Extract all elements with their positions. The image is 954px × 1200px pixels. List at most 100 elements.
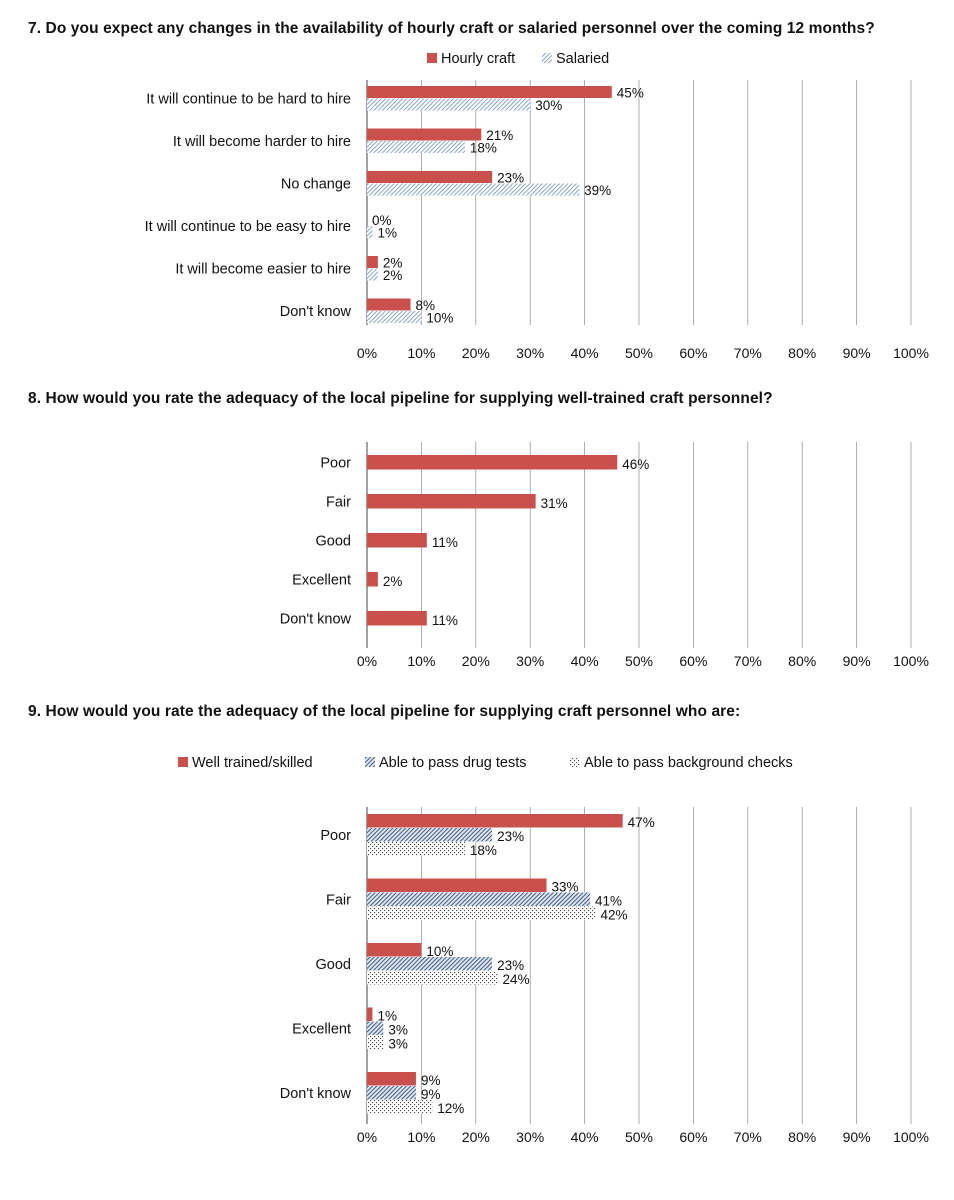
x-tick-label: 60% <box>679 1129 707 1145</box>
category-label: It will continue to be hard to hire <box>146 92 351 108</box>
data-label: 21% <box>486 128 513 143</box>
data-label: 30% <box>535 98 562 113</box>
data-label: 18% <box>470 141 497 156</box>
chart-title: 8. How would you rate the adequacy of th… <box>28 390 773 407</box>
bar <box>367 906 596 920</box>
legend-swatch <box>365 757 375 767</box>
x-tick-label: 30% <box>516 1129 544 1145</box>
legend-label: Hourly craft <box>441 51 515 67</box>
x-tick-label: 60% <box>679 345 707 361</box>
x-tick-label: 20% <box>462 653 490 669</box>
category-label: It will become easier to hire <box>175 262 351 278</box>
x-tick-label: 40% <box>571 1129 599 1145</box>
bar <box>367 455 618 470</box>
category-label: Poor <box>320 456 351 472</box>
data-label: 10% <box>426 311 453 326</box>
x-tick-label: 90% <box>843 345 871 361</box>
legend-swatch <box>427 53 437 63</box>
x-tick-label: 30% <box>516 345 544 361</box>
legend-label: Well trained/skilled <box>192 755 313 771</box>
x-tick-label: 60% <box>679 653 707 669</box>
legend-label: Salaried <box>556 51 609 67</box>
chart-title: 7. Do you expect any changes in the avai… <box>28 20 875 37</box>
x-tick-label: 40% <box>571 653 599 669</box>
data-label: 23% <box>497 829 524 844</box>
category-label: Excellent <box>292 573 351 589</box>
x-tick-label: 100% <box>893 345 929 361</box>
data-label: 23% <box>497 958 524 973</box>
chart-title: 9. How would you rate the adequacy of th… <box>28 703 741 720</box>
legend-swatch <box>542 53 552 63</box>
legend-label: Able to pass background checks <box>584 755 793 771</box>
bar-chart-q7: 0% 10% 20% 30% 40% 50% 60% 70% 80% 90% 100% It will… <box>145 51 929 361</box>
bar <box>367 183 580 196</box>
x-tick-label: 50% <box>625 653 653 669</box>
data-label: 0% <box>372 213 392 228</box>
x-tick-label: 70% <box>734 653 762 669</box>
x-tick-label: 10% <box>407 1129 435 1145</box>
data-label: 42% <box>600 908 627 923</box>
data-label: 31% <box>541 496 568 511</box>
data-label: 11% <box>432 613 458 628</box>
x-tick-label: 20% <box>462 1129 490 1145</box>
legend-swatch <box>570 757 580 767</box>
x-tick-label: 0% <box>357 345 377 361</box>
bar <box>367 298 411 311</box>
data-label: 10% <box>426 944 453 959</box>
x-tick-label: 100% <box>893 653 929 669</box>
category-label: Don't know <box>280 1086 352 1102</box>
bar <box>367 128 482 141</box>
category-label: Good <box>316 534 351 550</box>
data-label: 23% <box>497 171 524 186</box>
gridlines <box>420 442 912 648</box>
x-tick-label: 80% <box>788 345 816 361</box>
bar <box>367 971 498 985</box>
bar <box>367 1035 384 1049</box>
bar <box>367 957 493 971</box>
data-label: 18% <box>470 843 497 858</box>
bar <box>367 1021 384 1035</box>
x-tick-label: 90% <box>843 1129 871 1145</box>
x-tick-label: 90% <box>843 653 871 669</box>
bar <box>367 1086 416 1100</box>
data-label: 2% <box>383 574 403 589</box>
category-label: Fair <box>326 495 351 511</box>
data-label: 12% <box>437 1101 464 1116</box>
bar-chart-q8: 0% 10% 20% 30% 40% 50% 60% 70% 80% 90% 100% Poor 46%… <box>280 442 929 669</box>
category-label: No change <box>281 177 351 193</box>
x-tick-label: 80% <box>788 653 816 669</box>
legend-swatch <box>178 757 188 767</box>
bar <box>367 943 422 957</box>
x-tick-label: 40% <box>571 345 599 361</box>
bar <box>367 1007 373 1021</box>
bar <box>367 572 378 587</box>
category-label: Don't know <box>280 612 352 628</box>
category-label: Fair <box>326 893 351 909</box>
data-label: 9% <box>421 1087 441 1102</box>
x-tick-label: 100% <box>893 1129 929 1145</box>
data-label: 11% <box>432 535 458 550</box>
x-tick-label: 70% <box>734 1129 762 1145</box>
category-label: Good <box>316 957 351 973</box>
data-label: 24% <box>503 972 530 987</box>
data-label: 1% <box>377 226 397 241</box>
x-tick-label: 50% <box>625 345 653 361</box>
x-tick-label: 0% <box>357 1129 377 1145</box>
bar <box>367 878 547 892</box>
bar <box>367 226 373 238</box>
x-tick-label: 50% <box>625 1129 653 1145</box>
bar <box>367 494 536 509</box>
data-label: 33% <box>552 880 579 895</box>
category-label: Excellent <box>292 1022 351 1038</box>
bar <box>367 171 493 183</box>
bar <box>367 1072 416 1086</box>
x-tick-label: 20% <box>462 345 490 361</box>
legend-label: Able to pass drug tests <box>379 755 527 771</box>
bar <box>367 86 612 98</box>
bar <box>367 611 427 626</box>
x-tick-label: 0% <box>357 653 377 669</box>
bar <box>367 814 623 828</box>
data-label: 47% <box>628 815 655 830</box>
x-tick-label: 10% <box>407 653 435 669</box>
x-tick-label: 10% <box>407 345 435 361</box>
